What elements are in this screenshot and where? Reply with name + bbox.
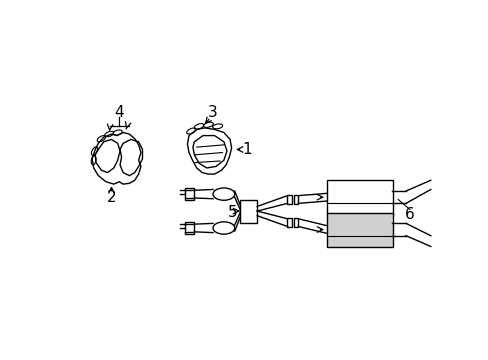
- Text: 5: 5: [228, 205, 238, 220]
- Bar: [326, 213, 392, 247]
- Bar: [326, 180, 392, 215]
- Bar: [185, 188, 194, 200]
- Text: 6: 6: [404, 207, 414, 222]
- Bar: [293, 218, 298, 227]
- Bar: [240, 199, 257, 222]
- Bar: [287, 195, 291, 204]
- Bar: [287, 218, 291, 227]
- Text: 4: 4: [114, 105, 124, 120]
- Text: 2: 2: [106, 190, 116, 205]
- Bar: [293, 195, 298, 204]
- Bar: [185, 222, 194, 234]
- Text: 1: 1: [242, 142, 251, 157]
- Text: 3: 3: [207, 105, 217, 120]
